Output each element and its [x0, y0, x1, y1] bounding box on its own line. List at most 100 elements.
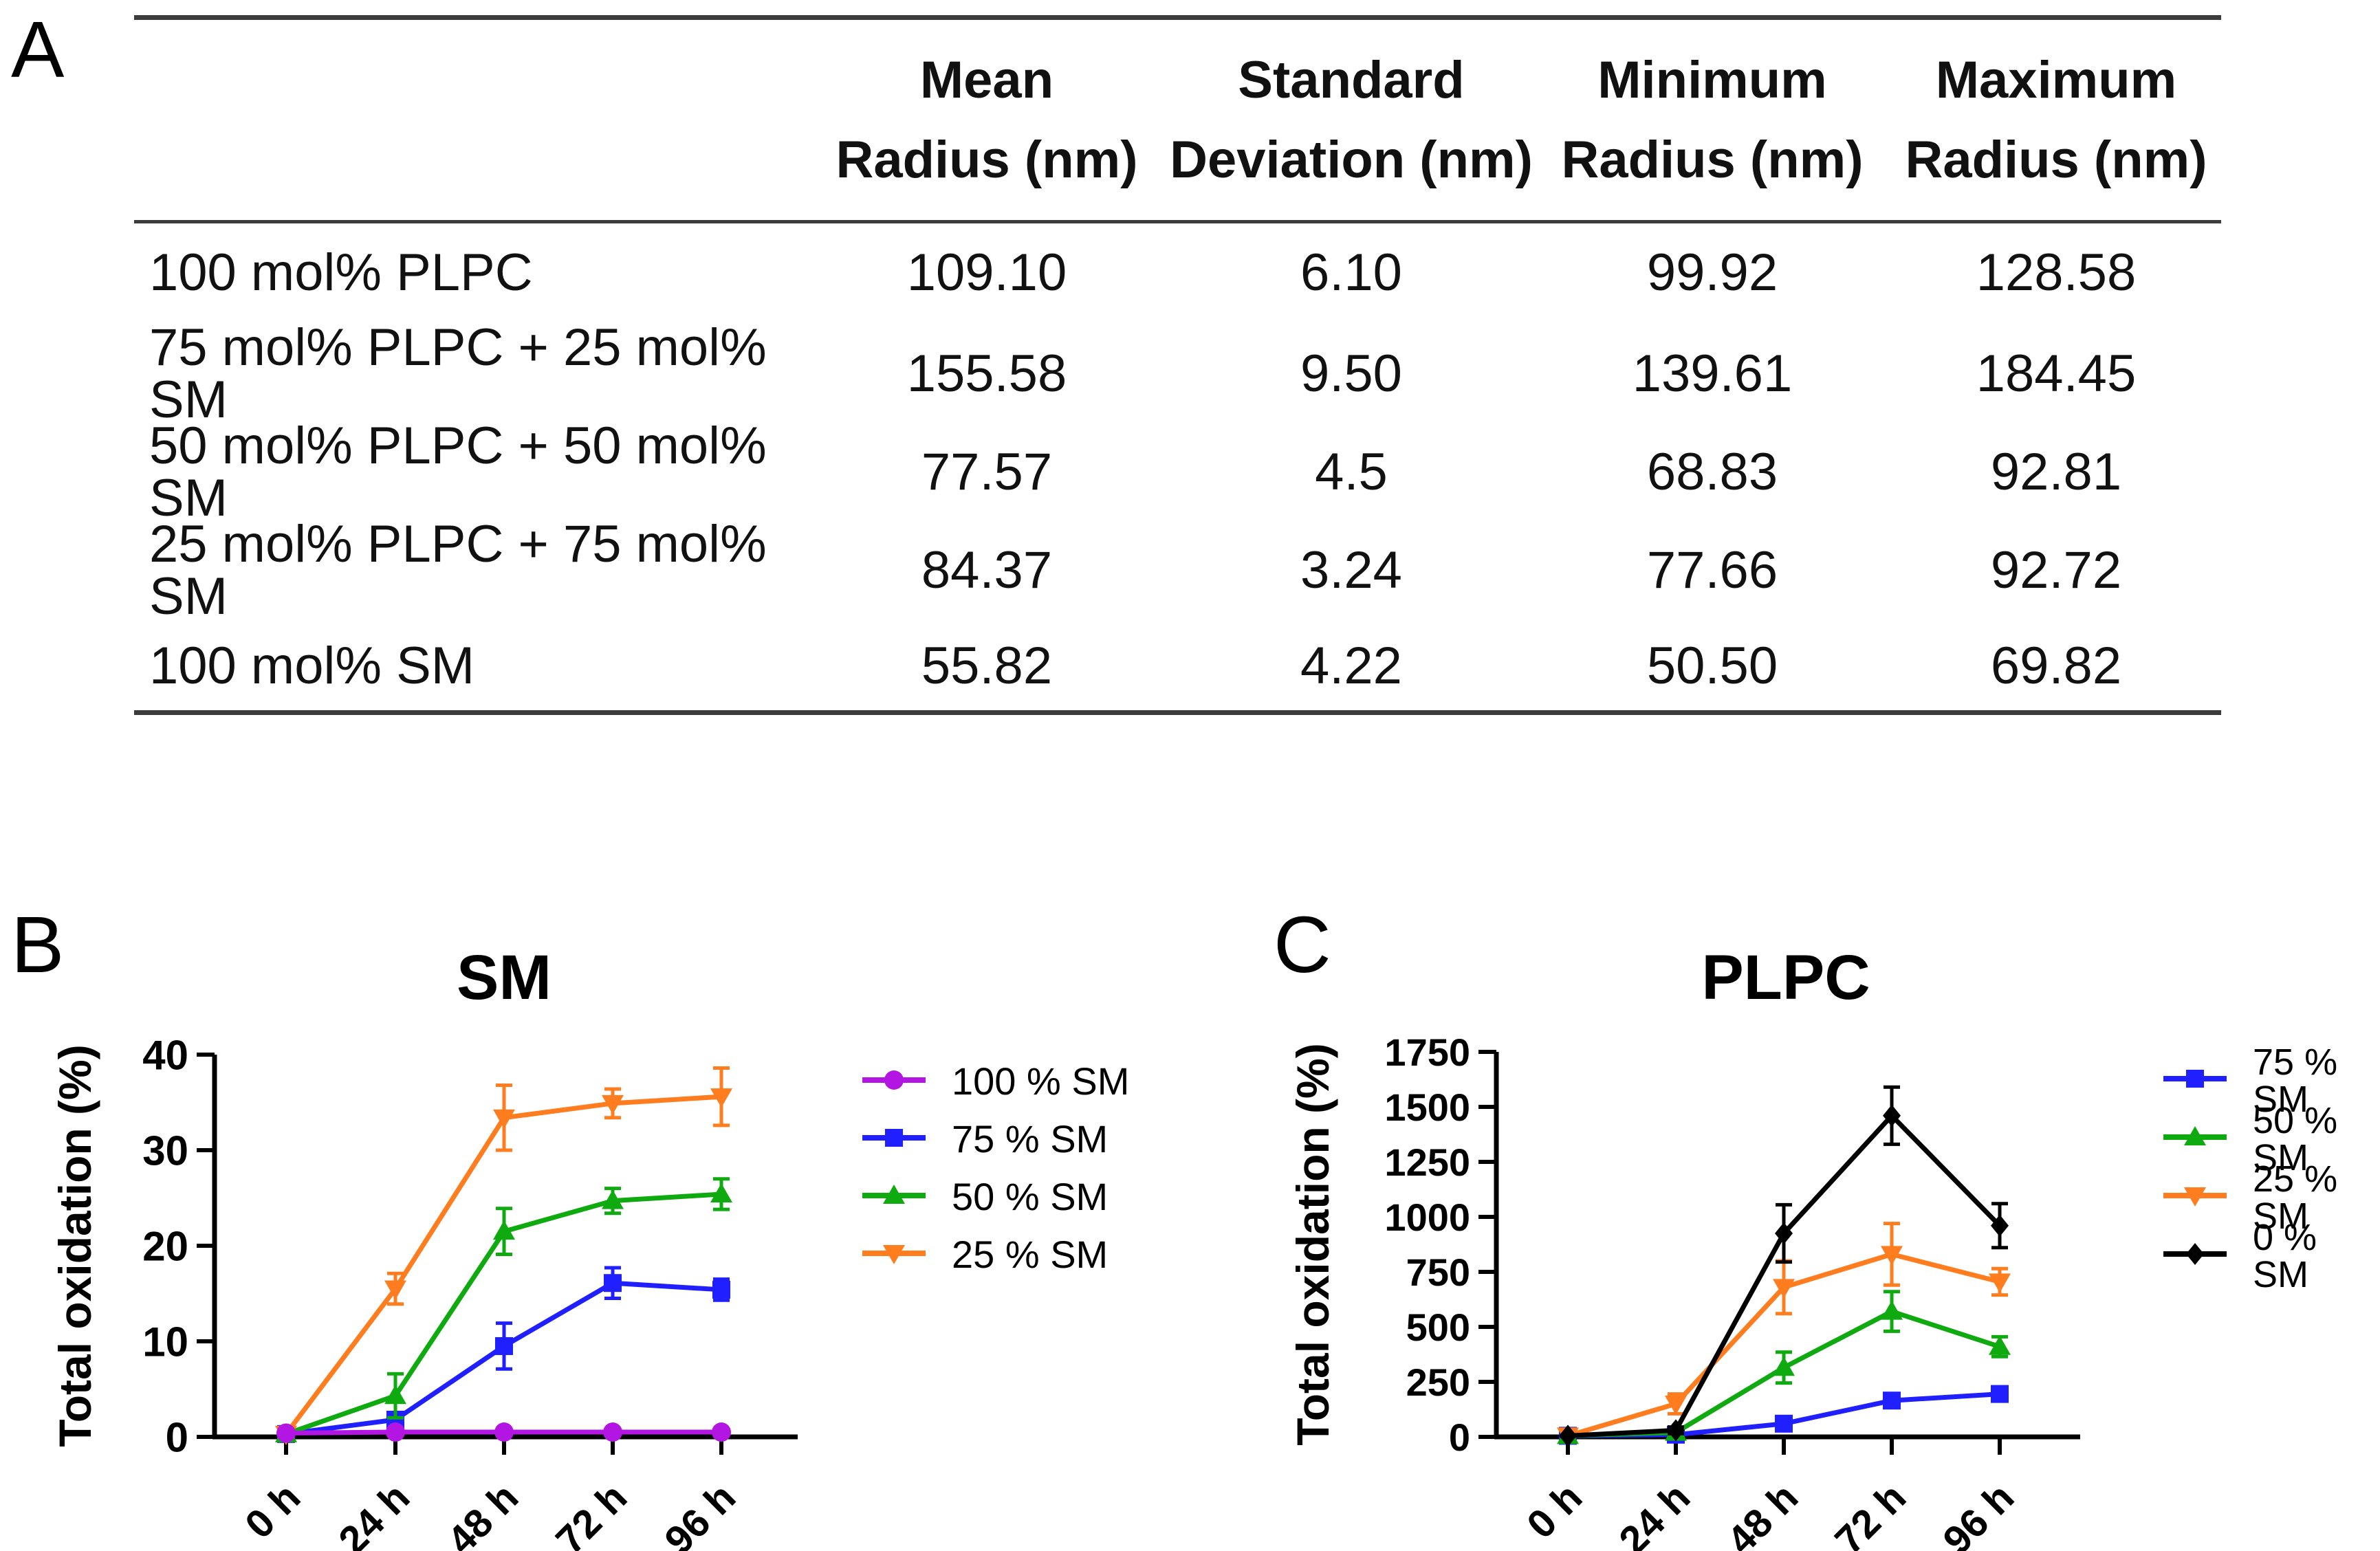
minimum-radius-value: 77.66	[1646, 541, 1778, 600]
y-tick-label: 1250	[1384, 1141, 1470, 1184]
table-row: 50 mol% PLPC + 50 mol% SM 77.57 4.5 68.8…	[134, 420, 2221, 525]
y-tick-label: 0	[1449, 1416, 1470, 1459]
x-tick-label: 24 h	[330, 1475, 418, 1551]
row-label: 50 mol% PLPC + 50 mol% SM	[149, 417, 767, 527]
triangle-up-marker	[1989, 1335, 2011, 1355]
col-header-maximum-radius: Maximum Radius (nm)	[1891, 20, 2221, 220]
panel-b-label: B	[11, 900, 65, 989]
y-tick-label: 0	[166, 1415, 188, 1461]
legend-item: 75 % SM	[860, 1110, 1129, 1168]
square-marker	[604, 1274, 622, 1292]
y-tick-label: 1500	[1384, 1086, 1470, 1129]
sm-chart-legend: 100 % SM 75 % SM 50 % SM 25 % SM	[860, 1053, 1129, 1284]
triangle-down-marker	[602, 1094, 624, 1114]
legend-item-label: 0 % SM	[2253, 1216, 2317, 1295]
col-header-line: Radius (nm)	[1561, 130, 1864, 189]
legend-item-label: 25 % SM	[952, 1233, 1109, 1276]
x-tick-label: 96 h	[656, 1475, 744, 1551]
radius-table: Mean Radius (nm) Standard Deviation (nm)…	[134, 15, 2221, 715]
square-marker-icon	[2161, 1065, 2229, 1096]
maximum-radius-value: 69.82	[1990, 636, 2122, 695]
legend-item-label: 25 % SM	[2253, 1158, 2338, 1237]
x-tick-label: 0 h	[237, 1475, 309, 1547]
standard-deviation-value: 9.50	[1300, 344, 1402, 403]
mean-radius-value: 55.82	[921, 636, 1053, 695]
y-tick-label: 40	[142, 1033, 188, 1079]
circle-marker	[494, 1422, 514, 1442]
circle-marker	[276, 1423, 296, 1443]
col-header-line: Maximum	[1935, 50, 2177, 109]
col-header-line: Radius (nm)	[836, 130, 1138, 189]
triangle-up-marker	[1881, 1300, 1903, 1320]
panel-c-label: C	[1274, 900, 1331, 989]
circle-marker	[603, 1422, 622, 1442]
col-header-minimum-radius: Minimum Radius (nm)	[1533, 20, 1891, 220]
y-tick-label: 250	[1406, 1361, 1470, 1404]
maximum-radius-value: 128.58	[1976, 243, 2137, 302]
standard-deviation-value: 4.22	[1300, 636, 1402, 695]
table-row: 75 mol% PLPC + 25 mol% SM 155.58 9.50 13…	[134, 322, 2221, 426]
triangle-down-marker	[883, 1244, 905, 1264]
row-label: 100 mol% SM	[149, 636, 475, 695]
minimum-radius-value: 99.92	[1646, 243, 1778, 302]
col-header-line: Standard	[1238, 50, 1465, 109]
square-marker	[2186, 1070, 2204, 1088]
x-tick-label: 72 h	[547, 1475, 635, 1551]
table-row: 100 mol% SM 55.82 4.22 50.50 69.82	[134, 617, 2221, 715]
mean-radius-value: 155.58	[906, 344, 1067, 403]
row-label: 100 mol% PLPC	[149, 243, 533, 302]
legend-item: 0 % SM	[2161, 1219, 2380, 1293]
row-label: 25 mol% PLPC + 75 mol% SM	[149, 515, 767, 626]
standard-deviation-value: 4.5	[1315, 443, 1388, 501]
circle-marker	[884, 1070, 904, 1090]
col-header-line: Deviation (nm)	[1170, 130, 1533, 189]
triangle-down-marker	[1881, 1246, 1903, 1266]
radius-table-header: Mean Radius (nm) Standard Deviation (nm)…	[134, 20, 2221, 223]
triangle-up-marker	[384, 1385, 406, 1405]
triangle-down-marker	[710, 1088, 732, 1108]
legend-item: 75 % SM	[2161, 1044, 2380, 1118]
col-header-line: Minimum	[1597, 50, 1827, 109]
diamond-marker	[1559, 1424, 1577, 1447]
square-marker	[1991, 1385, 2009, 1403]
mean-radius-value: 109.10	[906, 243, 1067, 302]
sm-chart: 0 10 20 30 40 0 h 24 h 48 h 72 h 96 h Total oxidat…	[50, 1033, 798, 1551]
radius-table-body: 100 mol% PLPC 109.10 6.10 99.92 128.58 7…	[134, 223, 2221, 715]
legend-item-label: 50 % SM	[2253, 1099, 2338, 1178]
series-25-sm	[1557, 1222, 2011, 1447]
legend-marker-swatch	[862, 1184, 926, 1204]
y-axis-label: Total oxidation (%)	[1287, 1043, 1338, 1445]
triangle-down-marker-icon	[2161, 1182, 2229, 1213]
legend-item-label: 50 % SM	[952, 1175, 1109, 1218]
legend-item: 100 % SM	[860, 1053, 1129, 1110]
plpc-chart-title: PLPC	[1701, 943, 1870, 1013]
square-marker-icon	[860, 1124, 928, 1155]
diamond-marker	[2186, 1243, 2204, 1265]
maximum-radius-value: 184.45	[1976, 344, 2137, 403]
square-marker	[712, 1280, 730, 1299]
series-100-sm	[276, 1422, 731, 1443]
legend-item: 50 % SM	[860, 1168, 1129, 1226]
minimum-radius-value: 68.83	[1646, 443, 1778, 501]
y-tick-label: 10	[142, 1319, 188, 1365]
y-tick-label: 1000	[1384, 1196, 1470, 1239]
legend-marker-swatch	[2163, 1126, 2227, 1145]
circle-marker-icon	[860, 1066, 928, 1097]
triangle-up-marker	[2184, 1126, 2206, 1145]
plpc-chart-legend: 75 % SM 50 % SM 25 % SM 0 % SM	[2161, 1044, 2380, 1293]
col-header-empty	[134, 20, 805, 220]
x-tick-label: 48 h	[439, 1475, 527, 1551]
y-tick-label: 20	[142, 1224, 188, 1270]
maximum-radius-value: 92.81	[1990, 443, 2122, 501]
triangle-down-marker	[1665, 1396, 1687, 1415]
square-marker	[885, 1128, 903, 1147]
col-header-standard-deviation: Standard Deviation (nm)	[1169, 20, 1533, 220]
diamond-marker-icon	[2161, 1240, 2229, 1271]
legend-marker-swatch	[2163, 1070, 2227, 1088]
legend-item: 50 % SM	[2161, 1102, 2380, 1176]
panel-a-label: A	[11, 5, 65, 94]
standard-deviation-value: 6.10	[1300, 243, 1402, 302]
series-50-sm	[275, 1177, 732, 1442]
legend-item-label: 75 % SM	[952, 1117, 1109, 1160]
